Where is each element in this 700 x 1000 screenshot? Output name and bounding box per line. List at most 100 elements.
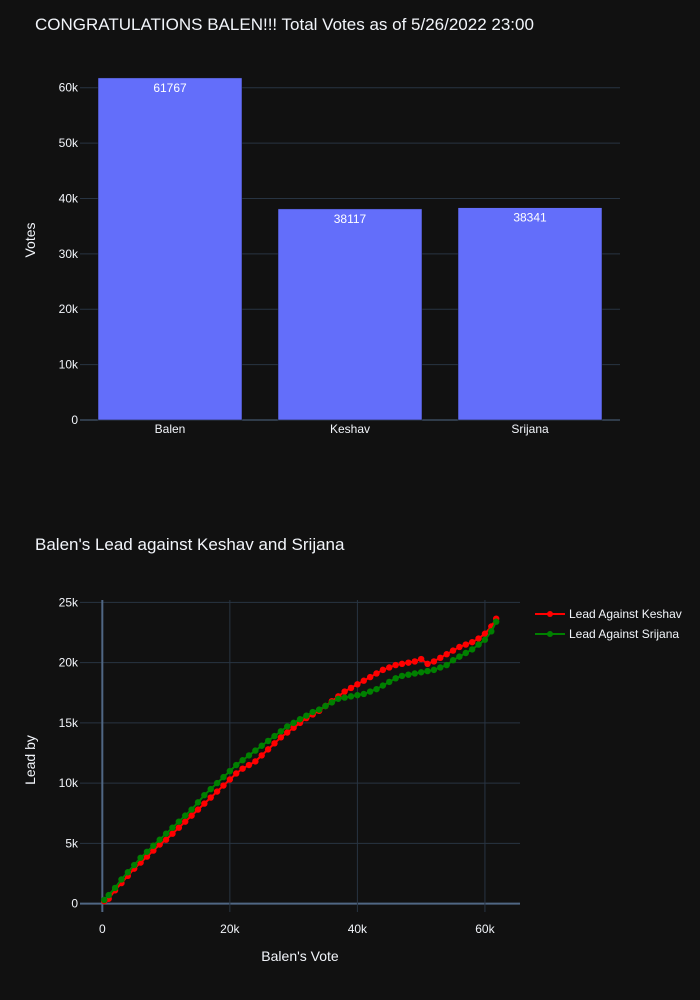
data-point	[488, 628, 495, 635]
data-point	[182, 812, 189, 819]
data-point	[405, 659, 412, 666]
data-point	[188, 806, 195, 813]
data-point	[347, 684, 355, 692]
series-1	[101, 618, 500, 904]
data-point	[417, 655, 425, 663]
bar-chart: CONGRATULATIONS BALEN!!! Total Votes as …	[22, 15, 620, 436]
bar-chart-y-ticks: 0 10k 20k 30k 40k 50k 60k	[59, 81, 79, 427]
line-chart-title: Balen's Lead against Keshav and Srijana	[35, 535, 345, 554]
data-point	[437, 654, 444, 662]
bar[interactable]	[457, 207, 603, 421]
line-chart-legend[interactable]: Lead Against Keshav Lead Against Srijana	[535, 607, 682, 641]
data-point	[392, 661, 399, 669]
line-chart: Balen's Lead against Keshav and Srijana …	[22, 535, 682, 964]
data-point	[201, 800, 208, 807]
data-point	[462, 641, 469, 648]
data-point	[271, 740, 278, 747]
bar-chart-title: CONGRATULATIONS BALEN!!! Total Votes as …	[35, 15, 534, 34]
bar-chart-x-tick-label: Srijana	[511, 422, 549, 436]
bar-chart-x-ticks: Balen Keshav Srijana	[155, 422, 549, 436]
data-point	[131, 861, 138, 869]
data-point	[207, 794, 214, 801]
data-point	[188, 812, 195, 819]
data-point	[303, 712, 310, 719]
data-point	[226, 767, 234, 775]
bar-chart-y-tick-label: 40k	[59, 191, 79, 205]
data-point	[468, 646, 476, 653]
legend-label: Lead Against Keshav	[569, 607, 682, 621]
series-0	[101, 615, 500, 905]
data-point	[169, 830, 176, 837]
data-point	[341, 688, 348, 695]
legend-item[interactable]: Lead Against Keshav	[535, 607, 682, 621]
data-point	[245, 761, 253, 769]
data-point	[220, 782, 227, 789]
bar[interactable]	[97, 77, 243, 421]
bar-chart-y-tick-label: 20k	[59, 302, 79, 316]
data-point	[194, 806, 202, 813]
data-point	[252, 758, 259, 765]
data-point	[290, 724, 297, 731]
data-point	[233, 770, 240, 777]
data-point	[443, 651, 450, 658]
data-point	[475, 635, 482, 642]
data-point	[124, 869, 132, 876]
line-chart-y-tick-label: 20k	[59, 656, 79, 670]
data-point	[258, 752, 265, 759]
bar[interactable]	[277, 208, 423, 421]
data-point	[175, 818, 183, 825]
series-line	[103, 618, 498, 903]
bar-value-label: 61767	[153, 81, 187, 95]
bar-value-label: 38117	[334, 212, 367, 226]
data-point	[296, 716, 304, 723]
data-point	[245, 752, 253, 759]
line-chart-x-tick-label: 0	[99, 922, 106, 936]
data-point	[226, 776, 234, 783]
data-point	[373, 685, 380, 693]
data-point	[284, 729, 291, 736]
line-chart-gridlines	[80, 600, 520, 912]
data-point	[277, 734, 285, 741]
data-point	[264, 737, 272, 745]
bar-chart-y-tick-label: 30k	[59, 247, 79, 261]
data-point	[481, 636, 489, 643]
data-point	[335, 695, 342, 702]
data-point	[449, 657, 457, 664]
line-chart-x-tick-label: 20k	[220, 922, 240, 936]
data-point	[360, 690, 367, 698]
data-point	[322, 702, 329, 710]
data-point	[347, 693, 355, 700]
data-point	[492, 618, 500, 625]
data-point	[264, 746, 272, 753]
data-point	[284, 723, 291, 730]
data-point	[252, 747, 259, 754]
line-chart-y-ticks: 0 5k 10k 15k 20k 25k	[59, 595, 79, 910]
line-chart-series	[101, 615, 500, 905]
data-point	[156, 841, 163, 848]
data-point	[405, 671, 412, 678]
bar-chart-y-tick-label: 10k	[59, 358, 79, 372]
data-point	[182, 818, 189, 825]
data-point	[379, 682, 387, 689]
bar-chart-bars: 61767 38117 38341	[97, 77, 603, 421]
data-point	[101, 896, 108, 904]
line-chart-x-axis-title: Balen's Vote	[261, 948, 339, 964]
data-point	[137, 854, 144, 861]
data-point	[207, 785, 214, 793]
data-point	[162, 830, 170, 837]
bar-chart-x-tick-label: Keshav	[330, 422, 370, 436]
data-point	[213, 788, 221, 795]
legend-item[interactable]: Lead Against Srijana	[535, 627, 679, 641]
data-point	[315, 706, 323, 713]
data-point	[105, 891, 112, 899]
data-point	[162, 836, 170, 843]
data-point	[201, 791, 208, 799]
data-point	[411, 658, 418, 665]
data-point	[481, 630, 489, 637]
data-point	[111, 884, 119, 892]
bar-value-label: 38341	[513, 211, 547, 225]
data-point	[443, 661, 450, 669]
data-point	[354, 681, 361, 688]
data-point	[366, 673, 374, 681]
